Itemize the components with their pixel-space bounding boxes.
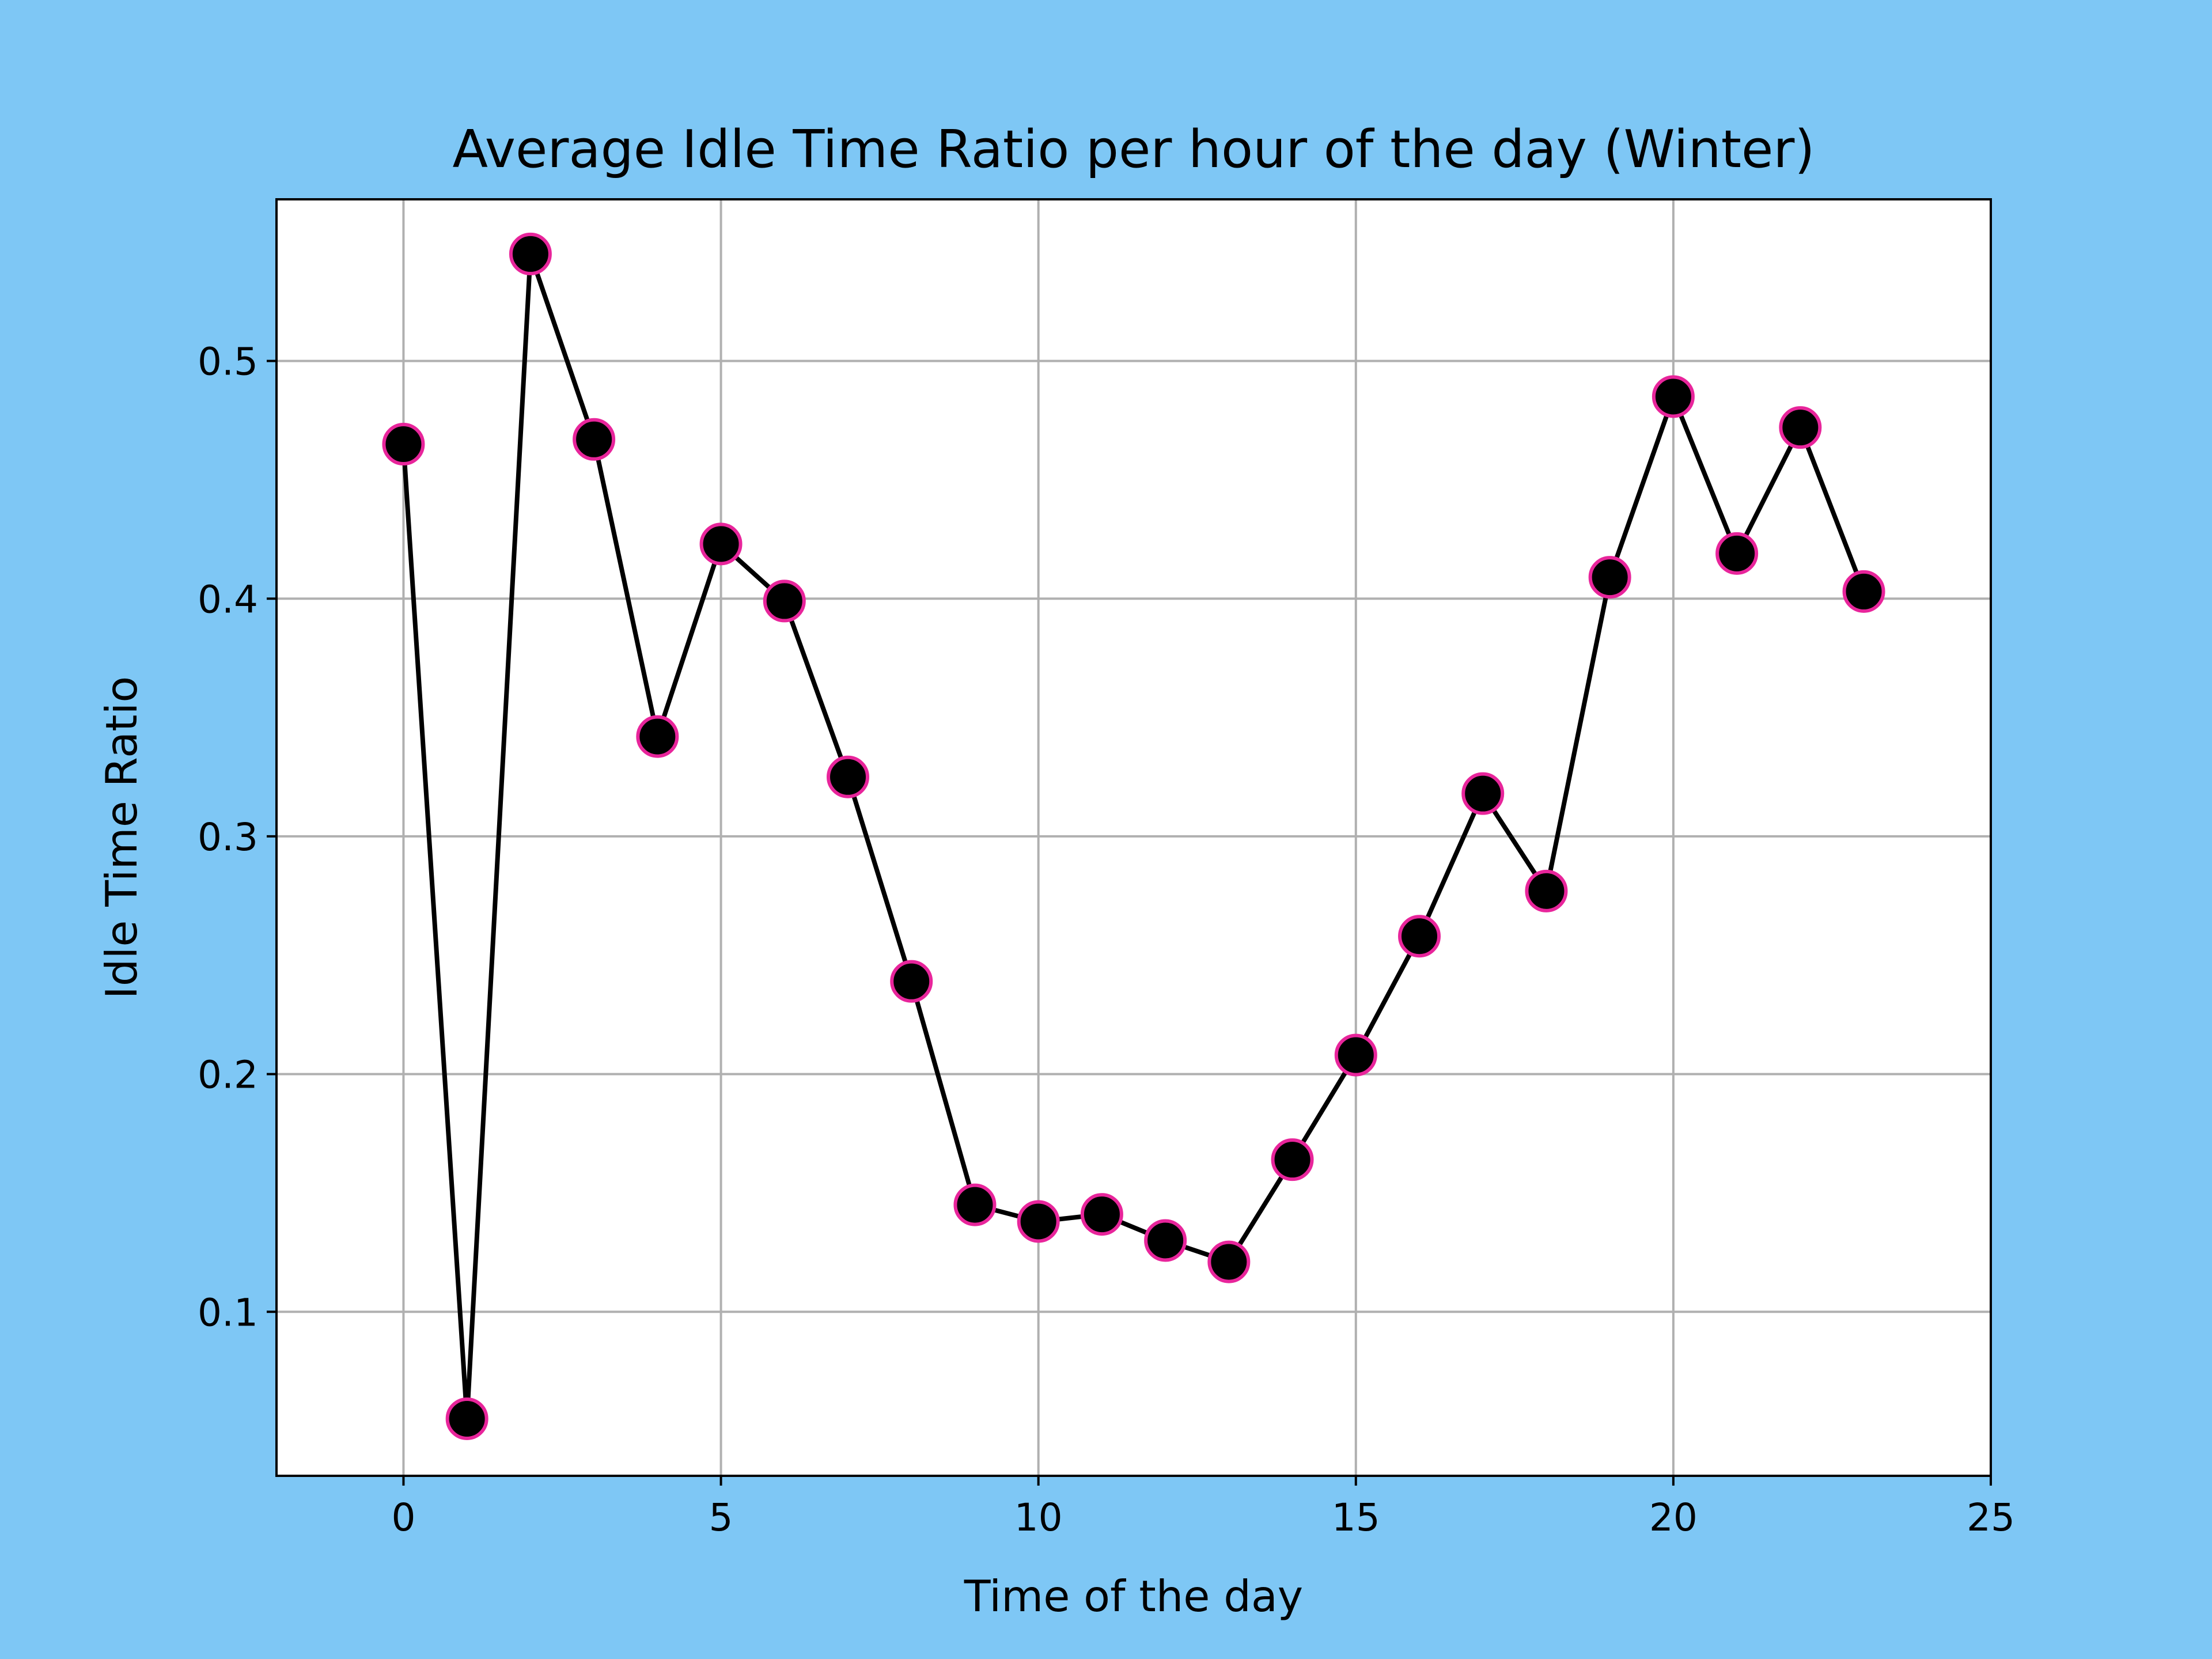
data-point <box>636 715 679 758</box>
plot-area <box>276 199 1991 1476</box>
data-point <box>1017 1200 1060 1243</box>
data-point <box>1461 772 1505 815</box>
data-point <box>1588 556 1631 599</box>
y-tick-label: 0.4 <box>198 577 258 622</box>
y-axis-ticks: 0.1 0.2 0.3 0.4 0.5 <box>198 340 276 1335</box>
data-point <box>573 418 616 461</box>
data-point <box>1398 915 1441 958</box>
y-tick-label: 0.2 <box>198 1053 258 1097</box>
data-point <box>1271 1138 1314 1181</box>
y-gridlines <box>276 359 1991 1313</box>
x-axis-label: Time of the day <box>964 1571 1303 1622</box>
y-axis-label: Idle Time Ratio <box>96 676 147 999</box>
y-tick-label: 0.1 <box>198 1290 258 1335</box>
y-tick-label: 0.3 <box>198 815 258 859</box>
data-point <box>1715 532 1759 575</box>
x-tick-label: 25 <box>1967 1495 2015 1540</box>
data-point <box>1334 1033 1377 1077</box>
data-point <box>1525 869 1568 912</box>
data-point <box>509 232 552 275</box>
x-axis-ticks: 0 5 10 15 20 25 <box>391 1476 2015 1540</box>
x-tick-label: 5 <box>709 1495 733 1540</box>
data-point <box>445 1397 488 1440</box>
data-point <box>1652 375 1695 418</box>
x-tick-label: 10 <box>1014 1495 1063 1540</box>
chart-title: Average Idle Time Ratio per hour of the … <box>452 119 1815 180</box>
data-point <box>1080 1193 1123 1236</box>
data-point <box>382 423 425 466</box>
data-point <box>699 522 743 566</box>
data-point <box>1842 570 1885 613</box>
data-point <box>1779 406 1822 449</box>
data-point <box>827 755 869 798</box>
x-gridlines <box>402 199 1675 1476</box>
data-point <box>1144 1219 1187 1262</box>
x-tick-label: 0 <box>391 1495 415 1540</box>
series-line <box>401 251 1866 1421</box>
data-point <box>763 579 806 623</box>
plot-frame <box>275 198 1992 1477</box>
data-point <box>890 960 933 1003</box>
series-points <box>382 232 1885 1440</box>
data-point <box>953 1183 997 1226</box>
y-tick-label: 0.5 <box>198 340 258 384</box>
x-tick-label: 15 <box>1332 1495 1380 1540</box>
data-point <box>1207 1240 1251 1283</box>
x-tick-label: 20 <box>1649 1495 1698 1540</box>
series-polyline <box>401 251 1866 1421</box>
